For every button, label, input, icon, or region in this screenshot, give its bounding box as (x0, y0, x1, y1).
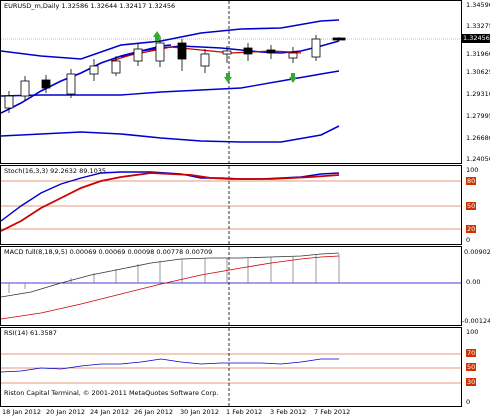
macd-tick: 0.00 (466, 278, 481, 286)
macd-axis: 0.00902 0.00 -0.00124 (462, 246, 490, 326)
stochastic-axis: 100 80 50 20 0 (462, 165, 490, 245)
stochastic-svg (1, 166, 461, 244)
candles (4, 35, 346, 113)
slow-ma-line (120, 40, 340, 58)
fast-ma-line (1, 44, 172, 114)
price-chart-svg (1, 1, 461, 163)
price-tick: 1.29310 (466, 90, 490, 98)
price-tick: 1.27995 (466, 112, 490, 120)
copyright-text: Riston Capital Terminal, © 2001-2011 Met… (4, 389, 219, 397)
macd-pane[interactable]: MACD full(8,18,9,5) 0.00069 0.00069 0.00… (0, 246, 462, 326)
price-tick: 1.34590 (466, 1, 490, 9)
upper-band (1, 19, 340, 60)
stoch-level: 50 (466, 202, 477, 210)
stoch-level: 20 (466, 225, 477, 233)
price-chart-pane[interactable]: EURUSD_m,Daily 1.32586 1.32644 1.32417 1… (0, 0, 462, 164)
stoch-main-line (1, 171, 340, 222)
price-chart-header: EURUSD_m,Daily 1.32586 1.32644 1.32417 1… (4, 2, 176, 10)
price-tick: 1.31960 (466, 50, 490, 58)
middle-band (1, 70, 340, 97)
macd-svg (1, 247, 461, 325)
time-label: 7 Feb 2012 (314, 408, 351, 416)
stoch-level: 100 (466, 166, 479, 174)
price-tick: 1.30625 (466, 68, 490, 76)
time-label: 3 Feb 2012 (270, 408, 307, 416)
time-label: 20 Jan 2012 (46, 408, 85, 416)
macd-tick: -0.00124 (462, 317, 490, 325)
fractal-arrows (153, 31, 297, 83)
price-tick: 1.26680 (466, 134, 490, 142)
red-ma-line (110, 46, 302, 62)
price-tick: 1.24050 (466, 155, 490, 163)
stochastic-pane[interactable]: Stoch(16,3,3) 92.2632 89.1035 (0, 165, 462, 245)
rsi-level: 0 (466, 398, 471, 406)
rsi-axis: 100 70 50 30 0 (462, 327, 490, 407)
macd-signal-line (1, 255, 340, 320)
rsi-level: 70 (466, 349, 477, 357)
time-label: 1 Feb 2012 (226, 408, 263, 416)
stochastic-header: Stoch(16,3,3) 92.2632 89.1035 (4, 167, 106, 175)
time-label: 30 Jan 2012 (180, 408, 219, 416)
price-axis: 1.34590 1.33275 1.31960 1.30625 1.29310 … (462, 0, 490, 164)
time-label: 26 Jan 2012 (134, 408, 173, 416)
rsi-level: 50 (466, 363, 477, 371)
rsi-pane[interactable]: RSI(14) 61.3587 (0, 327, 462, 407)
current-price-marker: 1.32456 (462, 34, 490, 43)
stoch-signal-line (1, 172, 340, 232)
price-tick: 1.33275 (466, 22, 490, 30)
rsi-header: RSI(14) 61.3587 (4, 329, 57, 337)
macd-header: MACD full(8,18,9,5) 0.00069 0.00069 0.00… (4, 248, 213, 256)
rsi-svg (1, 328, 461, 406)
rsi-level: 30 (466, 378, 477, 386)
macd-tick: 0.00902 (464, 248, 490, 256)
rsi-line (1, 358, 339, 373)
lower-band (1, 125, 340, 143)
rsi-level: 100 (466, 328, 479, 336)
time-label: 18 Jan 2012 (2, 408, 41, 416)
macd-main-line (1, 252, 340, 298)
stoch-level: 0 (466, 236, 471, 244)
stoch-level: 80 (466, 177, 477, 185)
time-label: 24 Jan 2012 (90, 408, 129, 416)
